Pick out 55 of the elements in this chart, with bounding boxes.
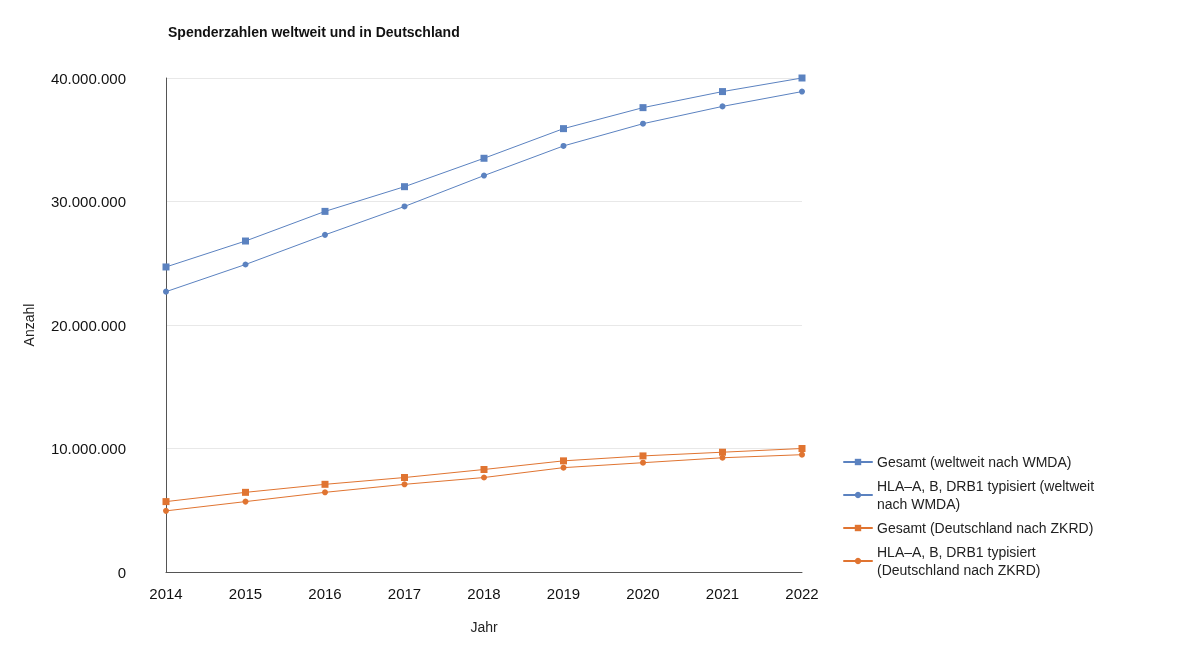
- point: [321, 207, 329, 215]
- point: [322, 231, 328, 238]
- x-tick-label: 2017: [387, 585, 422, 602]
- x-tick-label: 2014: [149, 585, 183, 602]
- point: [242, 498, 249, 505]
- legend-label: HLA–A, B, DRB1 typisiert (weltweit nach WMDA): [877, 478, 1098, 512]
- point: [163, 507, 169, 514]
- point: [480, 465, 488, 473]
- point: [401, 474, 408, 482]
- x-tick-label: 2021: [705, 585, 740, 602]
- y-tick-label: 10.000.000: [50, 440, 126, 457]
- point: [560, 142, 567, 149]
- y-tick-label: 20.000.000: [50, 316, 126, 334]
- y-tick-label: 40.000.000: [50, 69, 126, 87]
- point: [401, 203, 408, 210]
- x-axis-title: Jahr: [470, 619, 498, 635]
- point: [322, 489, 328, 496]
- y-tick-label: 0: [117, 563, 126, 581]
- point: [719, 454, 726, 461]
- point: [401, 183, 408, 191]
- chart-title: Spenderzahlen weltweit und in Deutschland: [168, 24, 460, 40]
- point: [162, 498, 170, 506]
- point: [242, 488, 249, 496]
- x-tick-label: 2019: [546, 585, 581, 602]
- point: [799, 451, 805, 458]
- point: [163, 288, 169, 295]
- legend-label: HLA–A, B, DRB1 typisiert (Deutschland nach ZKRD): [877, 544, 1041, 578]
- legend-label: Gesamt (Deutschland nach ZKRD): [877, 520, 1094, 536]
- point: [481, 474, 487, 481]
- point: [799, 88, 805, 95]
- point: [401, 481, 408, 488]
- point: [798, 445, 806, 452]
- point: [162, 263, 170, 271]
- point: [719, 448, 726, 456]
- point: [481, 172, 487, 179]
- y-axis-title: Anzahl: [21, 303, 37, 347]
- point: [242, 261, 249, 268]
- point: [639, 104, 647, 112]
- x-tick-label: 2018: [467, 585, 501, 602]
- point: [560, 125, 567, 133]
- point: [639, 452, 647, 460]
- point: [640, 120, 646, 127]
- point: [480, 154, 488, 162]
- point: [798, 74, 806, 82]
- x-tick-label: 2016: [308, 585, 342, 602]
- legend-label: Gesamt (weltweit nach WMDA): [877, 454, 1072, 470]
- point: [640, 459, 646, 466]
- point: [321, 480, 329, 488]
- x-tick-label: 2020: [626, 585, 660, 602]
- point: [242, 237, 249, 245]
- point: [560, 457, 567, 465]
- point: [719, 88, 726, 96]
- x-tick-label: 2022: [785, 585, 819, 602]
- y-tick-label: 30.000.000: [50, 193, 126, 210]
- x-tick-label: 2015: [228, 585, 263, 602]
